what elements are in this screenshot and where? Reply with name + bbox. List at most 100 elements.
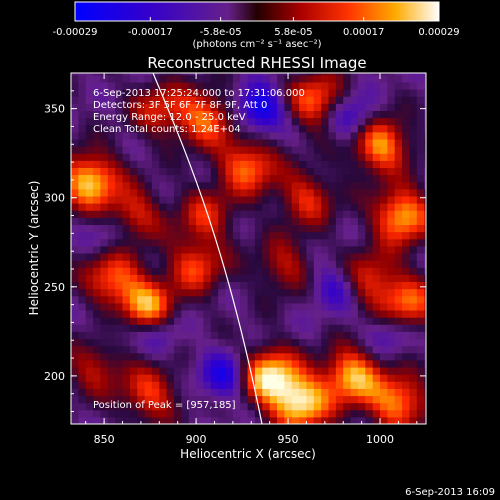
heatmap-cell — [387, 345, 396, 354]
heatmap-cell — [137, 310, 146, 318]
heatmap-cell — [188, 160, 197, 168]
heatmap-cell — [424, 110, 426, 119]
heatmap-cell — [262, 310, 271, 318]
heatmap-cell — [262, 195, 271, 204]
heatmap-cell — [402, 409, 411, 418]
heatmap-cell — [335, 367, 344, 375]
heatmap-cell — [144, 388, 153, 397]
heatmap-cell — [137, 253, 146, 261]
heatmap-cell — [409, 238, 418, 247]
heatmap-cell — [343, 188, 352, 197]
heatmap-cell — [129, 310, 138, 318]
heatmap-cell — [107, 167, 116, 176]
heatmap-cell — [188, 267, 197, 275]
heatmap-cell — [284, 188, 293, 197]
heatmap-cell — [313, 96, 322, 104]
heatmap-cell — [203, 281, 212, 290]
heatmap-cell — [232, 160, 241, 168]
heatmap-cell — [380, 260, 388, 268]
heatmap-cell — [174, 374, 182, 382]
heatmap-cell — [380, 74, 388, 83]
heatmap-cell — [387, 295, 396, 304]
heatmap-cell — [416, 131, 425, 140]
heatmap-cell — [240, 402, 249, 411]
heatmap-cell — [225, 331, 234, 340]
heatmap-cell — [188, 89, 197, 97]
heatmap-cell — [247, 302, 256, 311]
heatmap-cell — [181, 195, 190, 204]
heatmap-cell — [210, 210, 219, 218]
heatmap-cell — [188, 281, 197, 290]
heatmap-cell — [71, 124, 79, 133]
heatmap-cell — [291, 374, 300, 382]
heatmap-cell — [254, 416, 263, 424]
heatmap-cell — [387, 324, 396, 332]
heatmap-cell — [402, 388, 411, 397]
heatmap-cell — [137, 146, 146, 154]
heatmap-cell — [93, 374, 102, 382]
heatmap-cell — [181, 231, 190, 240]
heatmap-cell — [306, 331, 315, 340]
heatmap-cell — [137, 402, 146, 411]
heatmap-cell — [129, 224, 138, 233]
heatmap-cell — [247, 359, 256, 368]
heatmap-cell — [240, 288, 249, 297]
heatmap-cell — [402, 381, 411, 389]
heatmap-cell — [254, 96, 263, 104]
heatmap-cell — [210, 317, 219, 325]
heatmap-cell — [115, 395, 124, 404]
heatmap-cell — [402, 367, 411, 375]
heatmap-cell — [93, 310, 102, 318]
heatmap-cell — [350, 188, 359, 197]
heatmap-cell — [321, 395, 330, 404]
heatmap-cell — [240, 231, 249, 240]
heatmap-cell — [100, 131, 109, 140]
heatmap-cell — [350, 96, 359, 104]
heatmap-cell — [129, 181, 138, 190]
heatmap-cell — [402, 167, 411, 176]
heatmap-cell — [387, 103, 396, 111]
heatmap-cell — [240, 267, 249, 275]
heatmap-cell — [107, 73, 116, 76]
heatmap-cell — [122, 117, 131, 126]
heatmap-cell — [107, 103, 116, 111]
heatmap-cell — [335, 381, 344, 389]
heatmap-cell — [210, 345, 219, 354]
heatmap-cell — [232, 281, 241, 290]
heatmap-cell — [166, 388, 175, 397]
heatmap-cell — [262, 117, 271, 126]
heatmap-cell — [328, 210, 337, 218]
heatmap-cell — [402, 402, 411, 411]
heatmap-cell — [372, 281, 381, 290]
heatmap-cell — [328, 338, 337, 347]
heatmap-cell — [225, 181, 234, 190]
heatmap-cell — [137, 160, 146, 168]
heatmap-cell — [188, 103, 197, 111]
heatmap-cell — [277, 124, 285, 133]
heatmap-cell — [424, 253, 426, 261]
heatmap-cell — [394, 381, 403, 389]
heatmap-cell — [416, 409, 425, 418]
annotations: 6-Sep-2013 17:25:24.000 to 17:31:06.000 … — [93, 88, 305, 411]
heatmap-cell — [159, 81, 168, 90]
heatmap-cell — [269, 310, 278, 318]
heatmap-cell — [166, 324, 175, 332]
heatmap-cell — [78, 81, 87, 90]
heatmap-cell — [71, 338, 79, 347]
heatmap-cell — [137, 210, 146, 218]
heatmap-cell — [196, 374, 205, 382]
heatmap-cell — [93, 174, 102, 183]
heatmap-cell — [115, 138, 124, 147]
heatmap-cell — [129, 188, 138, 197]
heatmap-cell — [159, 231, 168, 240]
heatmap-cell — [78, 395, 87, 404]
heatmap-cell — [129, 267, 138, 275]
heatmap-cell — [196, 238, 205, 247]
heatmap-cell — [151, 274, 160, 282]
heatmap-cell — [107, 74, 116, 83]
heatmap-cell — [115, 345, 124, 354]
heatmap-cell — [247, 416, 256, 424]
heatmap-cell — [181, 153, 190, 161]
heatmap-cell — [254, 253, 263, 261]
